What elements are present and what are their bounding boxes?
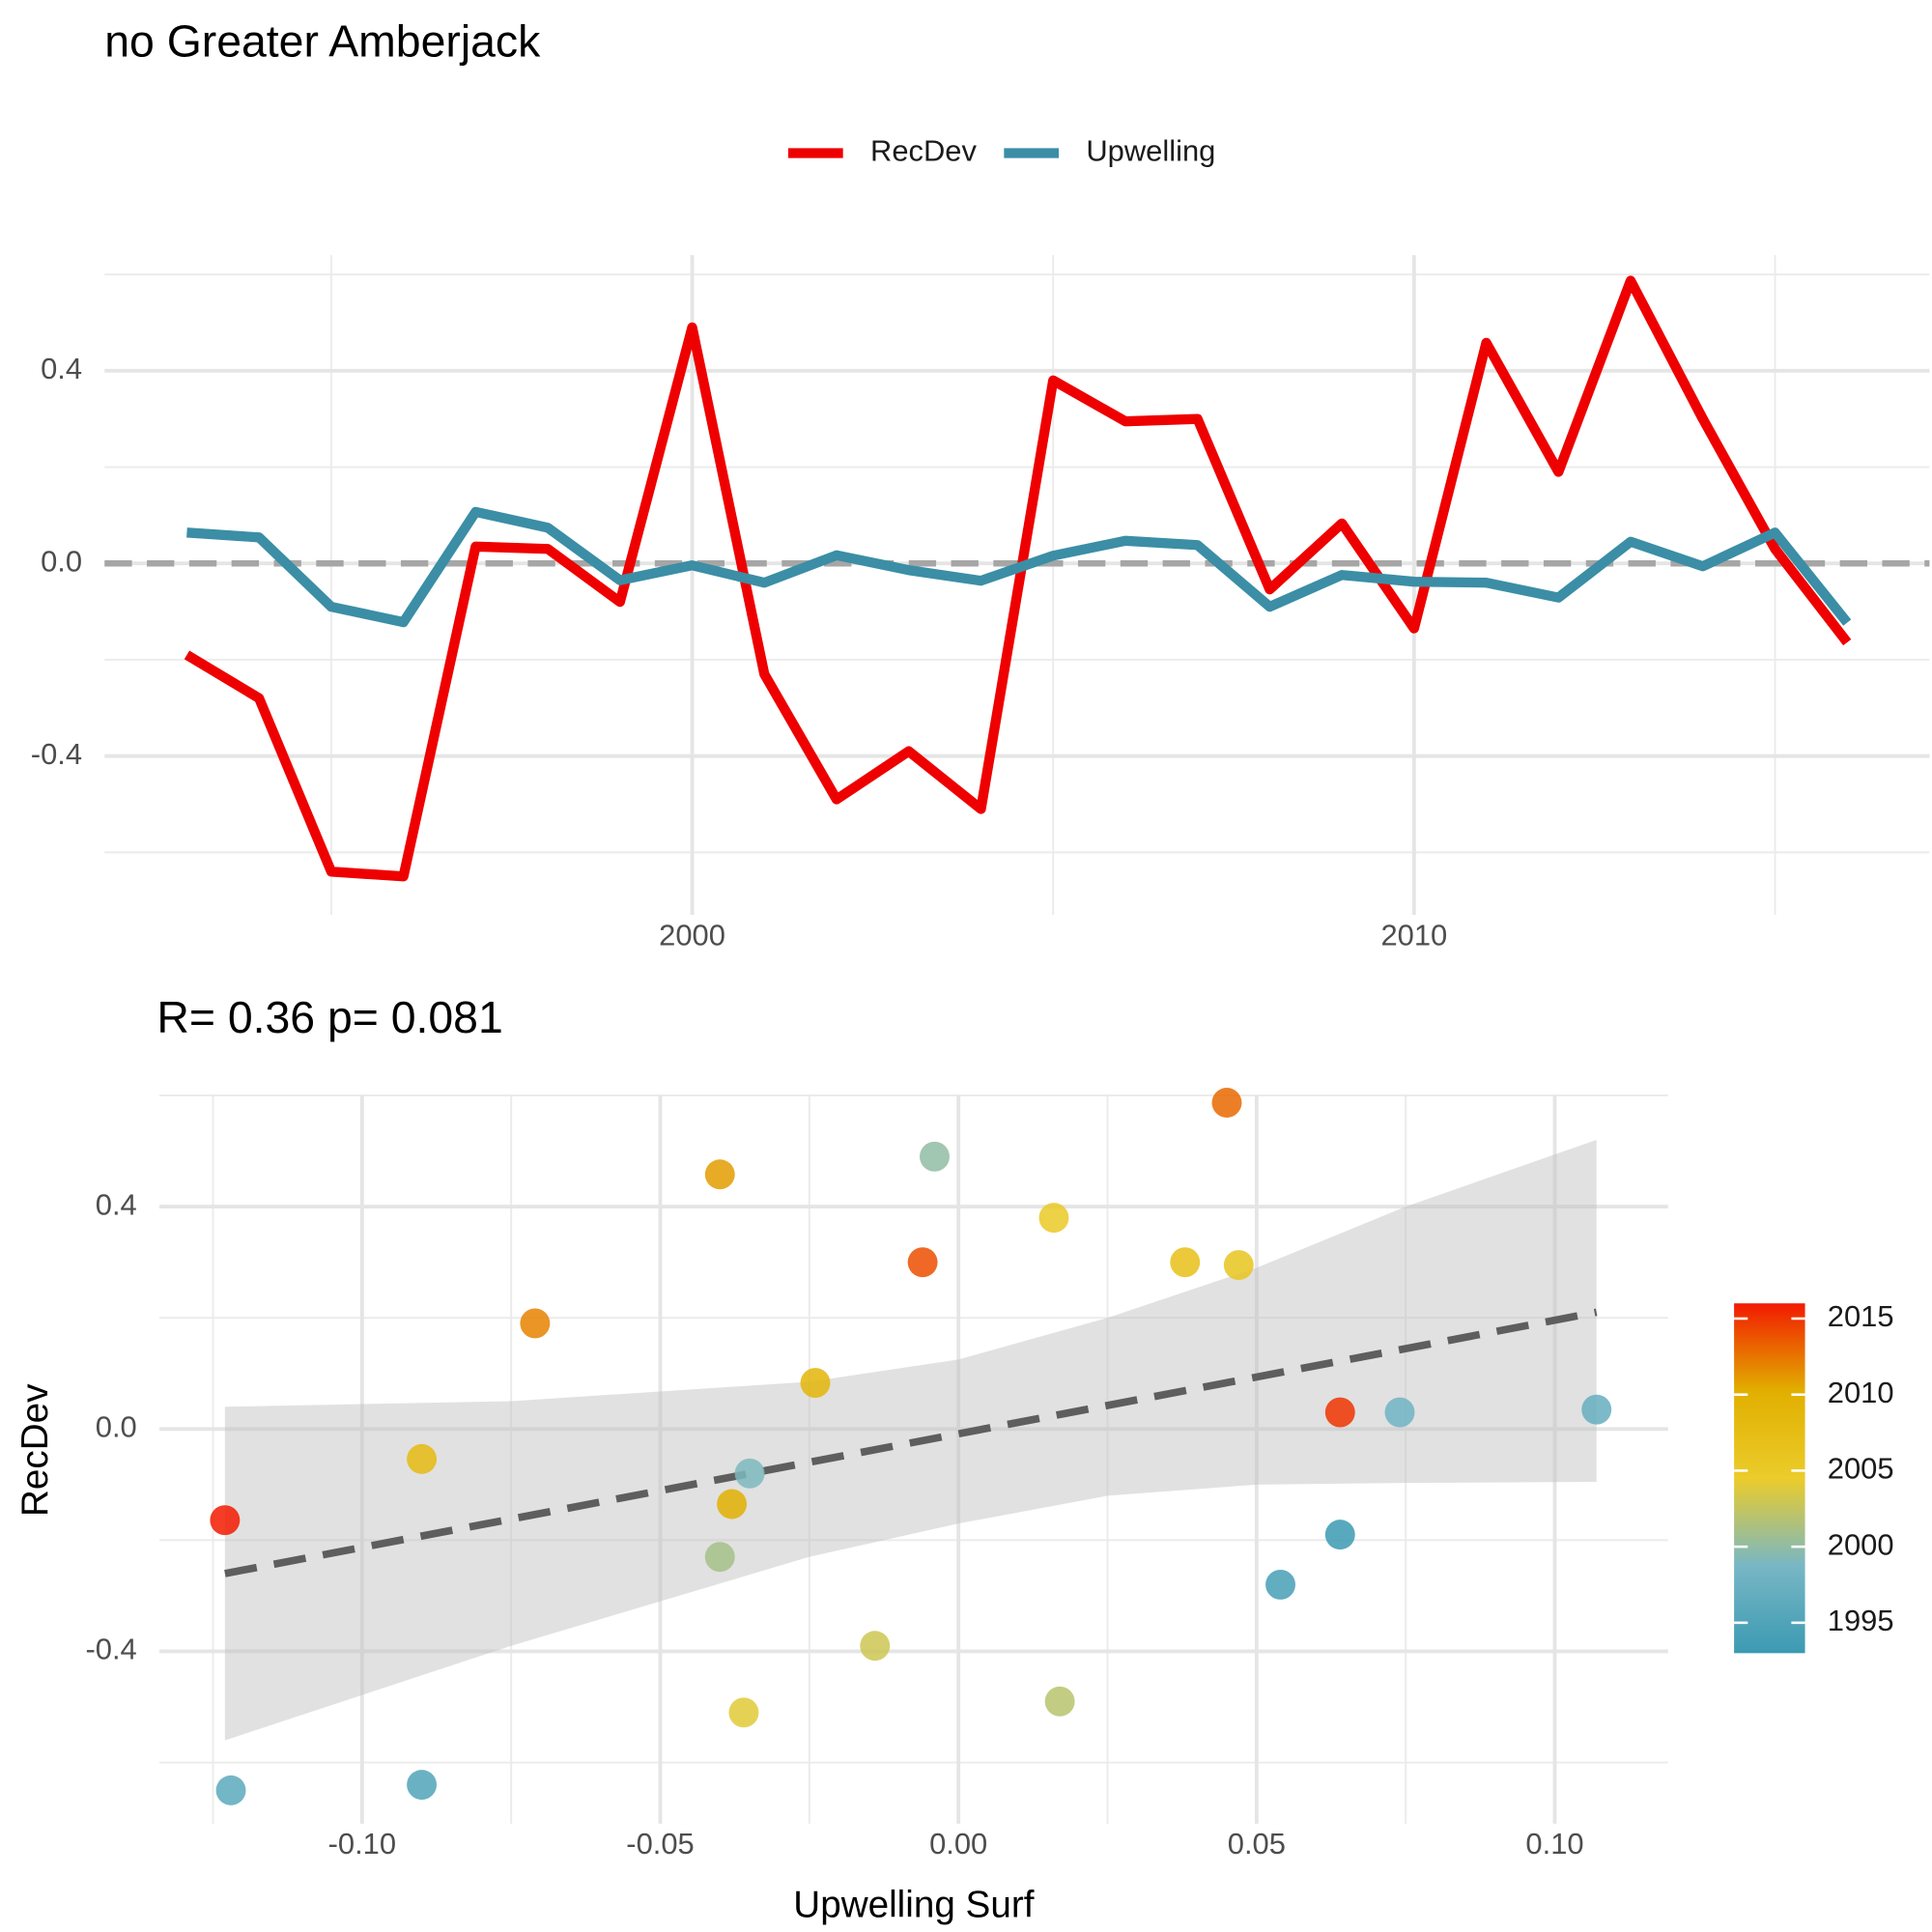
scatter-point (407, 1443, 438, 1474)
scatter-point (1044, 1686, 1075, 1717)
scatter-title: R= 0.36 p= 0.081 (156, 992, 502, 1042)
x-tick-label: 0.00 (929, 1827, 987, 1861)
y-tick-label: 0.4 (96, 1187, 137, 1221)
legend-label: RecDev (870, 134, 977, 168)
x-tick-label: 2000 (659, 919, 725, 952)
scatter-point (717, 1489, 748, 1520)
scatter-point (1324, 1397, 1355, 1428)
scatter-point (1223, 1250, 1254, 1281)
scatter-point (407, 1770, 438, 1801)
colorbar-label: 1995 (1828, 1604, 1894, 1637)
scatter-point (907, 1247, 938, 1278)
scatter-point (520, 1308, 551, 1339)
x-axis-title: Upwelling Surf (793, 1884, 1034, 1925)
scatter-point (1038, 1203, 1069, 1234)
y-tick-label: 0.0 (41, 544, 82, 578)
colorbar-label: 2000 (1828, 1527, 1894, 1561)
chart-title: no Greater Amberjack (104, 16, 541, 67)
fit-line (224, 1308, 1598, 1577)
scatter-point (1211, 1088, 1242, 1118)
x-tick-label: 2010 (1380, 919, 1447, 952)
scatter-point (1581, 1394, 1612, 1425)
x-tick-label: 0.10 (1525, 1827, 1583, 1861)
scatter-point (1265, 1569, 1296, 1600)
scatter-point (1324, 1520, 1355, 1550)
colorbar-label: 2010 (1828, 1376, 1894, 1409)
scatter-point (704, 1159, 735, 1190)
scatter-point (1170, 1247, 1201, 1278)
colorbar-label: 2005 (1828, 1452, 1894, 1486)
scatter-point (800, 1368, 831, 1399)
line-series (186, 506, 1852, 628)
scatter-point (734, 1458, 765, 1489)
legend-label: Upwelling (1086, 134, 1215, 168)
x-tick-label: -0.05 (626, 1827, 694, 1861)
colorbar-label: 2015 (1828, 1299, 1894, 1333)
scatter-point (215, 1775, 246, 1805)
y-tick-label: -0.4 (31, 737, 82, 771)
y-tick-label: -0.4 (85, 1633, 136, 1666)
scatter-point (860, 1631, 891, 1662)
scatter-point (210, 1505, 241, 1536)
line-series (184, 275, 1852, 882)
y-tick-label: 0.0 (96, 1409, 137, 1443)
x-tick-label: -0.10 (328, 1827, 396, 1861)
x-tick-label: 0.05 (1228, 1827, 1286, 1861)
scatter-point (728, 1697, 759, 1728)
scatter-point (704, 1542, 735, 1573)
scatter-point (1384, 1397, 1415, 1428)
scatter-point (920, 1141, 950, 1172)
colorbar (1734, 1303, 1805, 1654)
y-tick-label: 0.4 (41, 352, 82, 385)
y-axis-title: RecDev (14, 1383, 56, 1517)
